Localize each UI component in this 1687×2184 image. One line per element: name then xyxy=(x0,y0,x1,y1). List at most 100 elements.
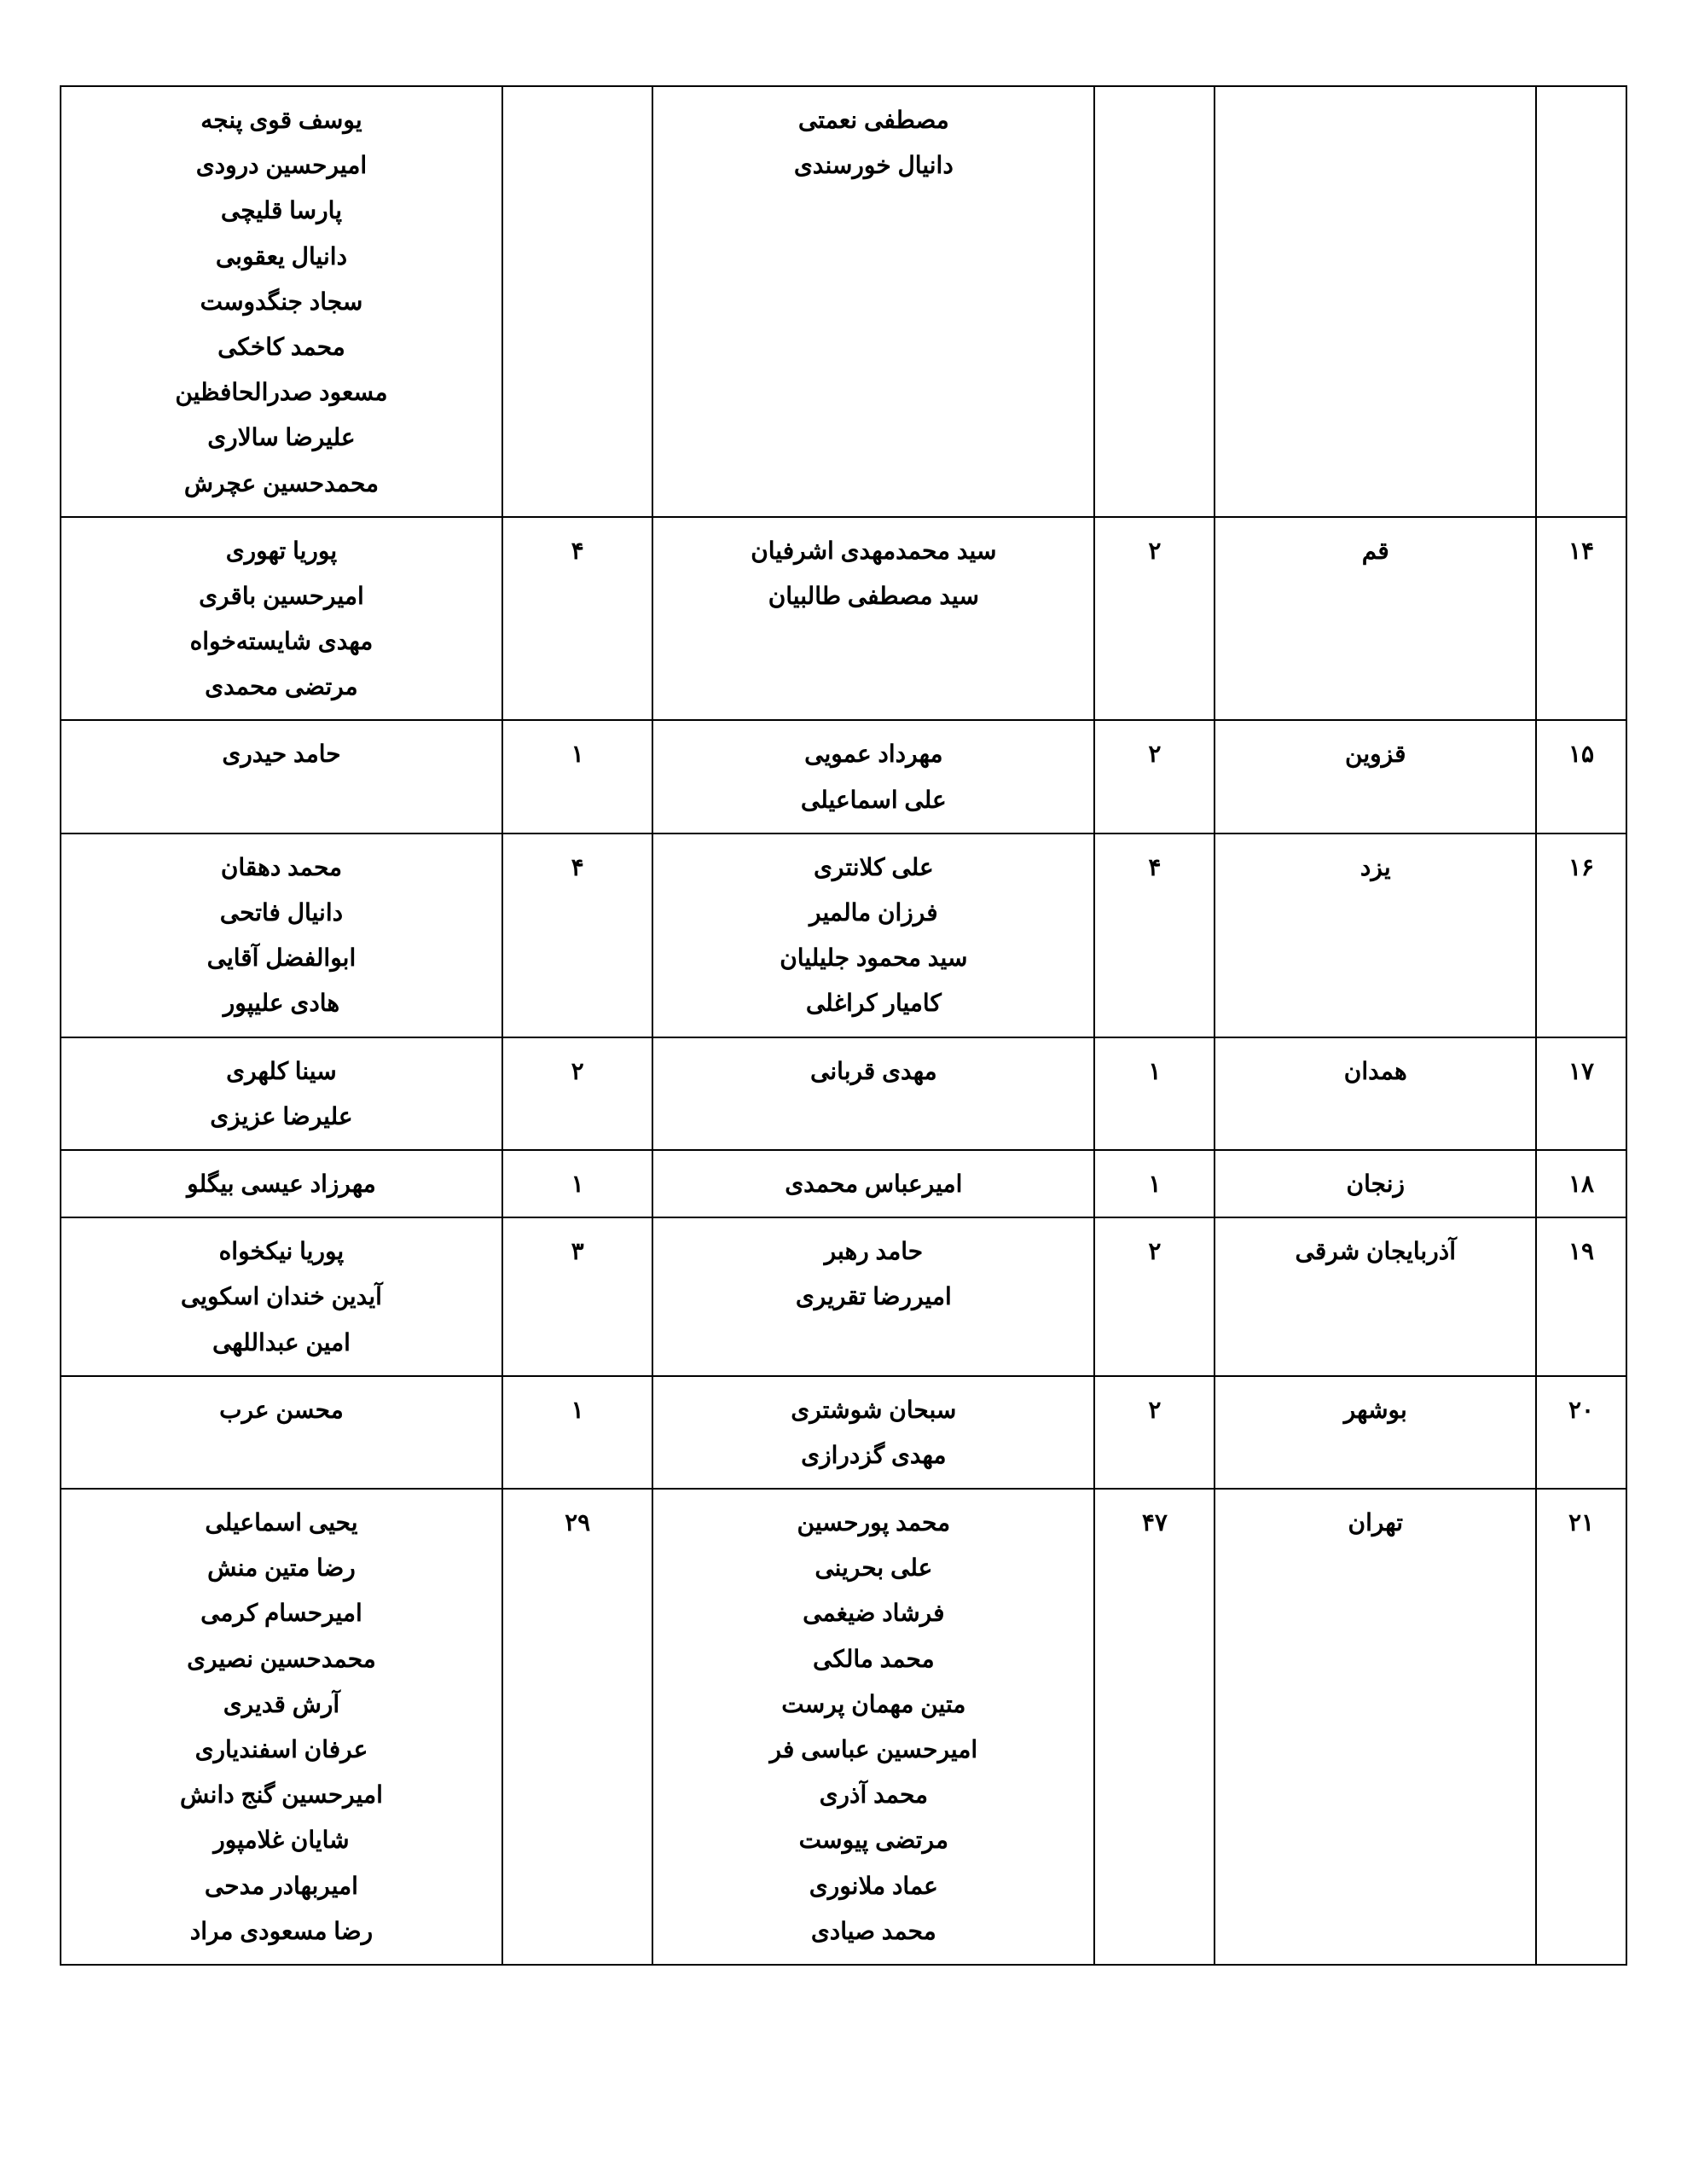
cell-count2: ۱ xyxy=(502,720,653,833)
name-entry: محسن عرب xyxy=(68,1387,495,1432)
name-entry: محمد صیادی xyxy=(660,1908,1087,1954)
name-entry: پوریا تهوری xyxy=(68,528,495,573)
name-entry: علیرضا سالاری xyxy=(68,415,495,460)
table-row: مصطفی نعمتیدانیال خورسندی یوسف قوی پنجهام… xyxy=(61,86,1626,517)
cell-rownum: ۱۵ xyxy=(1536,720,1626,833)
cell-names2: مهرزاد عیسی بیگلو xyxy=(61,1150,502,1217)
name-entry: مهدی قربانی xyxy=(660,1048,1087,1094)
cell-count1: ۴ xyxy=(1094,834,1215,1037)
name-entry: سید مصطفی طالبیان xyxy=(660,573,1087,619)
name-entry: سینا کلهری xyxy=(68,1048,495,1094)
name-entry: محمدحسین عچرش xyxy=(68,461,495,506)
cell-count1 xyxy=(1094,86,1215,517)
cell-count2: ۱ xyxy=(502,1150,653,1217)
name-entry: محمد پورحسین xyxy=(660,1500,1087,1545)
table-row: ۱۴قم۲سید محمدمهدی اشرفیانسید مصطفی طالبی… xyxy=(61,517,1626,721)
cell-rownum: ۲۰ xyxy=(1536,1376,1626,1489)
cell-province: بوشهر xyxy=(1215,1376,1536,1489)
cell-count1: ۲ xyxy=(1094,517,1215,721)
cell-names1: حامد رهبرامیررضا تقریری xyxy=(652,1217,1094,1376)
name-entry: متین مهمان پرست xyxy=(660,1682,1087,1727)
cell-rownum: ۱۴ xyxy=(1536,517,1626,721)
name-entry: یحیی اسماعیلی xyxy=(68,1500,495,1545)
cell-count2: ۳ xyxy=(502,1217,653,1376)
name-entry: آیدین خندان اسکویی xyxy=(68,1274,495,1319)
name-entry: محمد کاخکی xyxy=(68,324,495,369)
cell-names1: امیرعباس محمدی xyxy=(652,1150,1094,1217)
cell-province: آذربایجان شرقی xyxy=(1215,1217,1536,1376)
cell-names1: مصطفی نعمتیدانیال خورسندی xyxy=(652,86,1094,517)
table-row: ۱۶یزد۴علی کلانتریفرزان مالمیرسید محمود ج… xyxy=(61,834,1626,1037)
name-entry: سید محمود جلیلیان xyxy=(660,935,1087,980)
cell-names2: محسن عرب xyxy=(61,1376,502,1489)
name-entry: شایان غلامپور xyxy=(68,1817,495,1862)
cell-province: تهران xyxy=(1215,1489,1536,1965)
cell-count2: ۲۹ xyxy=(502,1489,653,1965)
table-row: ۲۰بوشهر۲سبحان شوشتریمهدی گزدرازی۱محسن عر… xyxy=(61,1376,1626,1489)
cell-names1: مهرداد عموییعلی اسماعیلی xyxy=(652,720,1094,833)
name-entry: فرشاد ضیغمی xyxy=(660,1590,1087,1635)
name-entry: علی کلانتری xyxy=(660,845,1087,890)
name-entry: امیررضا تقریری xyxy=(660,1274,1087,1319)
document-page: مصطفی نعمتیدانیال خورسندییوسف قوی پنجهام… xyxy=(0,0,1687,2184)
cell-names2: حامد حیدری xyxy=(61,720,502,833)
name-entry: مهدی گزدرازی xyxy=(660,1432,1087,1478)
cell-rownum: ۱۹ xyxy=(1536,1217,1626,1376)
cell-count2: ۲ xyxy=(502,1037,653,1150)
name-entry: علی اسماعیلی xyxy=(660,777,1087,822)
table-row: ۱۵قزوین۲مهرداد عموییعلی اسماعیلی۱حامد حی… xyxy=(61,720,1626,833)
cell-count2: ۴ xyxy=(502,834,653,1037)
name-entry: ابوالفضل آقایی xyxy=(68,935,495,980)
name-entry: حامد رهبر xyxy=(660,1228,1087,1274)
cell-rownum: ۱۸ xyxy=(1536,1150,1626,1217)
name-entry: عماد ملانوری xyxy=(660,1863,1087,1908)
data-table: مصطفی نعمتیدانیال خورسندییوسف قوی پنجهام… xyxy=(60,85,1627,1966)
name-entry: امین عبداللهی xyxy=(68,1320,495,1365)
name-entry: محمد دهقان xyxy=(68,845,495,890)
cell-names1: محمد پورحسینعلی بحرینیفرشاد ضیغمیمحمد ما… xyxy=(652,1489,1094,1965)
cell-names1: سبحان شوشتریمهدی گزدرازی xyxy=(652,1376,1094,1489)
cell-names2: یحیی اسماعیلیرضا متین منشامیرحسام کرمیمح… xyxy=(61,1489,502,1965)
name-entry: حامد حیدری xyxy=(68,731,495,776)
name-entry: سجاد جنگدوست xyxy=(68,279,495,324)
name-entry: فرزان مالمیر xyxy=(660,890,1087,935)
name-entry: هادی علیپور xyxy=(68,980,495,1025)
cell-count2 xyxy=(502,86,653,517)
name-entry: سید محمدمهدی اشرفیان xyxy=(660,528,1087,573)
cell-names1: سید محمدمهدی اشرفیانسید مصطفی طالبیان xyxy=(652,517,1094,721)
cell-province: زنجان xyxy=(1215,1150,1536,1217)
cell-province: یزد xyxy=(1215,834,1536,1037)
name-entry: دانیال خورسندی xyxy=(660,142,1087,188)
table-row: ۱۷همدان۱مهدی قربانی۲سینا کلهریعلیرضا عزی… xyxy=(61,1037,1626,1150)
name-entry: علی بحرینی xyxy=(660,1545,1087,1590)
table-row: ۱۹آذربایجان شرقی۲حامد رهبرامیررضا تقریری… xyxy=(61,1217,1626,1376)
cell-province: همدان xyxy=(1215,1037,1536,1150)
cell-names2: پوریا نیکخواهآیدین خندان اسکوییامین عبدا… xyxy=(61,1217,502,1376)
name-entry: مسعود صدرالحافظین xyxy=(68,369,495,415)
name-entry: مهرزاد عیسی بیگلو xyxy=(68,1161,495,1206)
name-entry: امیرحسین عباسی فر xyxy=(660,1727,1087,1772)
name-entry: مهرداد عمویی xyxy=(660,731,1087,776)
name-entry: امیرعباس محمدی xyxy=(660,1161,1087,1206)
cell-names2: یوسف قوی پنجهامیرحسین درودیپارسا قلیچیدا… xyxy=(61,86,502,517)
cell-names1: مهدی قربانی xyxy=(652,1037,1094,1150)
cell-names1: علی کلانتریفرزان مالمیرسید محمود جلیلیان… xyxy=(652,834,1094,1037)
name-entry: یوسف قوی پنجه xyxy=(68,97,495,142)
name-entry: امیرحسین گنج دانش xyxy=(68,1772,495,1817)
name-entry: محمدحسین نصیری xyxy=(68,1636,495,1682)
cell-names2: پوریا تهوریامیرحسین باقریمهدی شایسته‌خوا… xyxy=(61,517,502,721)
name-entry: امیرحسین درودی xyxy=(68,142,495,188)
table-body: مصطفی نعمتیدانیال خورسندییوسف قوی پنجهام… xyxy=(61,86,1626,1965)
name-entry: دانیال یعقوبی xyxy=(68,234,495,279)
cell-names2: محمد دهقاندانیال فاتحیابوالفضل آقاییهادی… xyxy=(61,834,502,1037)
name-entry: مرتضی پیوست xyxy=(660,1817,1087,1862)
cell-count2: ۱ xyxy=(502,1376,653,1489)
name-entry: دانیال فاتحی xyxy=(68,890,495,935)
name-entry: علیرضا عزیزی xyxy=(68,1094,495,1139)
table-row: ۱۸زنجان۱امیرعباس محمدی۱مهرزاد عیسی بیگلو xyxy=(61,1150,1626,1217)
cell-count1: ۱ xyxy=(1094,1037,1215,1150)
name-entry: عرفان اسفندیاری xyxy=(68,1727,495,1772)
cell-rownum: ۱۶ xyxy=(1536,834,1626,1037)
name-entry: پارسا قلیچی xyxy=(68,188,495,233)
name-entry: امیرحسین باقری xyxy=(68,573,495,619)
